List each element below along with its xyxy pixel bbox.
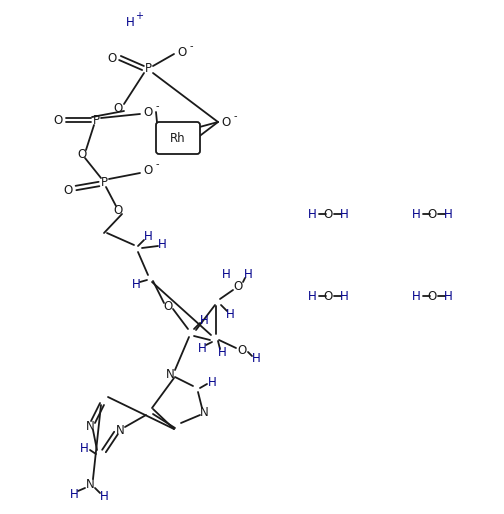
Text: P: P (145, 62, 152, 75)
Text: H: H (70, 487, 79, 501)
Text: N: N (115, 424, 124, 436)
Text: H: H (144, 229, 152, 243)
Text: P: P (100, 175, 107, 189)
Text: N: N (86, 419, 94, 432)
Text: -: - (189, 41, 193, 51)
Text: H: H (307, 208, 317, 221)
Text: H: H (222, 267, 230, 281)
Text: H: H (125, 15, 135, 28)
Text: H: H (218, 345, 226, 358)
Text: O: O (107, 51, 116, 64)
Text: Rh: Rh (170, 132, 186, 144)
Text: O: O (78, 148, 87, 160)
Text: H: H (80, 442, 88, 454)
Text: H: H (412, 208, 420, 221)
Text: O: O (64, 183, 73, 196)
Text: N: N (200, 406, 208, 418)
Text: O: O (113, 204, 122, 216)
Text: H: H (208, 376, 216, 389)
Text: H: H (251, 352, 261, 364)
Text: H: H (243, 268, 253, 282)
Text: H: H (226, 307, 234, 321)
Text: H: H (444, 208, 453, 221)
Text: N: N (86, 478, 94, 490)
Text: O: O (427, 208, 436, 221)
Text: O: O (324, 289, 333, 303)
Text: H: H (340, 208, 348, 221)
Text: O: O (233, 280, 242, 292)
Text: O: O (237, 343, 246, 357)
Text: H: H (158, 237, 166, 250)
Text: O: O (177, 46, 186, 59)
Text: O: O (143, 163, 153, 176)
Text: H: H (307, 289, 317, 303)
Text: P: P (93, 114, 99, 126)
Text: -: - (155, 101, 159, 111)
Text: H: H (198, 341, 206, 355)
Text: H: H (444, 289, 453, 303)
Text: +: + (135, 11, 143, 21)
Text: O: O (427, 289, 436, 303)
FancyBboxPatch shape (156, 122, 200, 154)
Text: O: O (113, 101, 122, 115)
Text: H: H (100, 489, 108, 503)
Text: H: H (132, 278, 141, 290)
Text: H: H (412, 289, 420, 303)
Text: H: H (200, 314, 208, 326)
Text: N: N (166, 368, 174, 380)
Text: O: O (143, 105, 153, 119)
Text: O: O (163, 300, 173, 313)
Text: O: O (53, 114, 62, 126)
Text: O: O (221, 116, 231, 128)
Text: O: O (324, 208, 333, 221)
Text: -: - (155, 159, 159, 169)
Text: H: H (340, 289, 348, 303)
Text: -: - (233, 111, 237, 121)
